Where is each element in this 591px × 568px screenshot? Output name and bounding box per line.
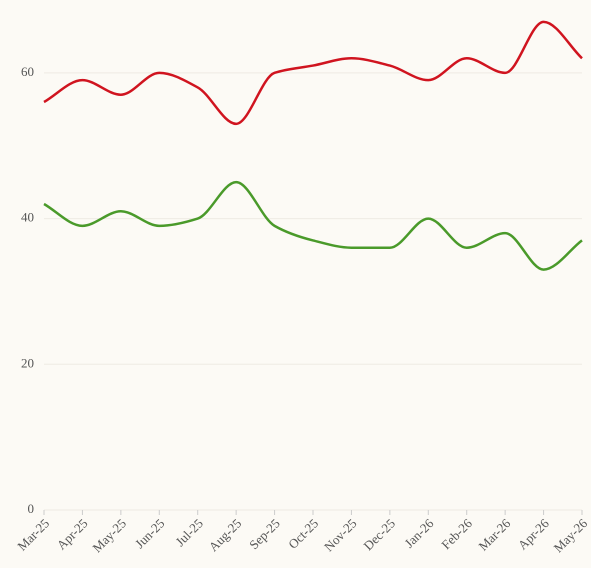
x-tick-label: Oct-25 <box>285 516 321 552</box>
y-tick-label: 40 <box>21 210 34 225</box>
y-tick-label: 0 <box>28 501 35 516</box>
x-tick-label: Nov-25 <box>321 516 360 555</box>
x-tick-label: Mar-26 <box>475 515 513 553</box>
x-tick-label: May-26 <box>551 515 591 555</box>
x-tick-label: Dec-25 <box>360 516 398 554</box>
y-tick-label: 20 <box>21 355 34 370</box>
x-tick-label: Sep-25 <box>246 516 283 553</box>
x-tick-label: May-25 <box>89 516 129 556</box>
series-line <box>43 20 583 126</box>
x-tick-label: Mar-25 <box>14 516 52 554</box>
x-tick-label: Jun-25 <box>132 516 168 552</box>
series-line <box>43 180 583 271</box>
x-tick-label: Feb-26 <box>438 515 475 552</box>
x-tick-label: Jul-25 <box>172 516 206 550</box>
x-tick-label: Apr-25 <box>54 516 91 553</box>
x-tick-label: Aug-25 <box>206 516 245 555</box>
y-tick-label: 60 <box>21 64 34 79</box>
x-tick-label: Apr-26 <box>515 515 552 552</box>
x-tick-label: Jan-26 <box>401 515 436 550</box>
